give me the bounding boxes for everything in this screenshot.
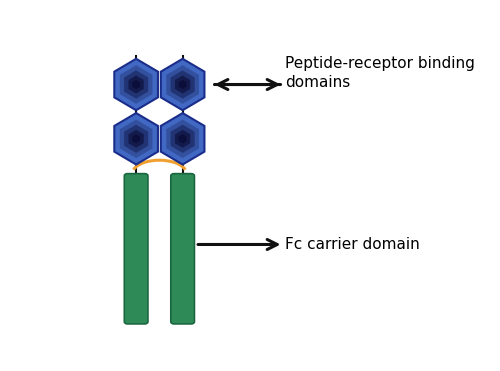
Text: Fc carrier domain: Fc carrier domain [286, 237, 420, 252]
Polygon shape [132, 134, 140, 144]
Polygon shape [120, 119, 152, 158]
Polygon shape [120, 65, 152, 104]
Polygon shape [114, 113, 158, 164]
Polygon shape [161, 113, 204, 164]
Polygon shape [124, 125, 148, 153]
Polygon shape [166, 119, 199, 158]
Text: Peptide-receptor binding
domains: Peptide-receptor binding domains [286, 56, 475, 91]
FancyBboxPatch shape [171, 174, 194, 324]
Polygon shape [178, 80, 186, 89]
FancyBboxPatch shape [124, 174, 148, 324]
Polygon shape [114, 59, 158, 110]
Polygon shape [170, 125, 194, 153]
Polygon shape [166, 65, 199, 104]
Polygon shape [128, 76, 144, 93]
Polygon shape [132, 80, 140, 89]
Polygon shape [170, 70, 194, 99]
Polygon shape [175, 130, 190, 148]
Polygon shape [124, 70, 148, 99]
Polygon shape [128, 130, 144, 148]
Polygon shape [175, 76, 190, 93]
Polygon shape [178, 134, 186, 144]
Polygon shape [161, 59, 204, 110]
